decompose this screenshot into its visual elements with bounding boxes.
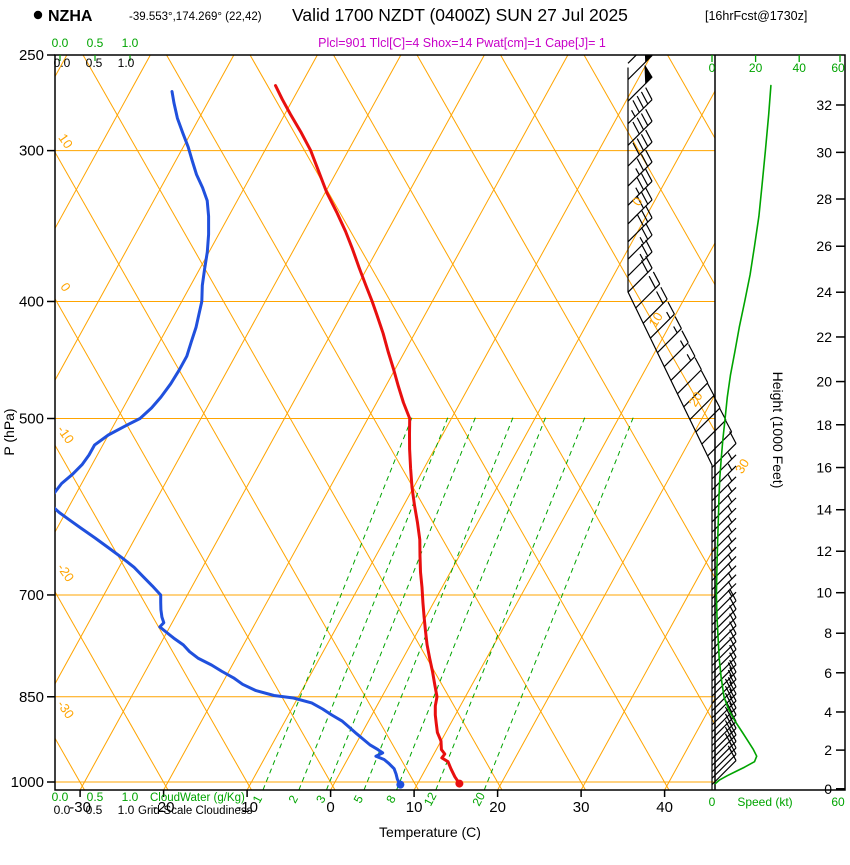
svg-text:-30: -30 xyxy=(54,697,77,721)
svg-text:250: 250 xyxy=(19,47,44,64)
svg-text:22: 22 xyxy=(816,329,832,345)
cloudiness-scale-title: Grid-Scale Cloudiness xyxy=(138,805,253,817)
svg-text:0.0: 0.0 xyxy=(52,790,69,804)
isotherms-and-adiabats xyxy=(55,55,715,790)
svg-text:20: 20 xyxy=(685,389,705,409)
svg-text:20: 20 xyxy=(749,61,763,75)
svg-text:18: 18 xyxy=(816,417,832,433)
svg-text:-10: -10 xyxy=(236,799,258,816)
svg-text:1.0: 1.0 xyxy=(118,56,135,70)
cloudwater-scale-title: CloudWater (g/Kg) xyxy=(150,792,245,804)
svg-text:40: 40 xyxy=(656,799,673,816)
svg-text:5: 5 xyxy=(351,793,367,806)
svg-text:-10: -10 xyxy=(54,422,77,446)
svg-text:0: 0 xyxy=(709,795,716,809)
svg-text:20: 20 xyxy=(816,374,832,390)
svg-text:12: 12 xyxy=(421,790,440,809)
svg-text:1.0: 1.0 xyxy=(122,790,139,804)
svg-text:24: 24 xyxy=(816,284,832,300)
svg-text:60: 60 xyxy=(831,61,845,75)
temperature-axis-title: Temperature (C) xyxy=(379,824,481,840)
svg-text:850: 850 xyxy=(19,689,44,706)
svg-text:1000: 1000 xyxy=(11,774,44,791)
skewt-grid xyxy=(55,55,715,790)
mixing-ratio-lines xyxy=(262,414,635,790)
svg-text:20: 20 xyxy=(489,799,506,816)
pressure-axis-title: P (hPa) xyxy=(1,408,17,455)
svg-text:8: 8 xyxy=(824,625,832,641)
svg-text:30: 30 xyxy=(816,144,832,160)
svg-text:1.0: 1.0 xyxy=(118,803,135,817)
svg-text:10: 10 xyxy=(645,310,665,330)
svg-text:0.0: 0.0 xyxy=(52,36,69,50)
svg-text:0.5: 0.5 xyxy=(86,56,103,70)
svg-text:10: 10 xyxy=(406,799,423,816)
svg-text:0: 0 xyxy=(57,280,73,295)
svg-text:30: 30 xyxy=(573,799,590,816)
svg-text:2: 2 xyxy=(824,742,832,758)
station-bullet-icon xyxy=(33,10,43,20)
height-axis-title: Height (1000 Feet) xyxy=(770,372,786,489)
svg-text:-30: -30 xyxy=(69,799,91,816)
speed-axis-title: Speed (kt) xyxy=(737,795,792,809)
svg-text:0.5: 0.5 xyxy=(87,790,104,804)
svg-text:26: 26 xyxy=(816,238,832,254)
svg-text:400: 400 xyxy=(19,293,44,310)
svg-text:0: 0 xyxy=(709,61,716,75)
svg-text:700: 700 xyxy=(19,587,44,604)
svg-text:8: 8 xyxy=(383,793,399,806)
svg-text:300: 300 xyxy=(19,143,44,160)
svg-text:10: 10 xyxy=(55,131,76,151)
svg-text:14: 14 xyxy=(816,502,832,518)
surface-temperature-dot xyxy=(455,779,464,788)
stability-params-line: Plcl=901 Tlcl[C]=4 Shox=14 Pwat[cm]=1 Ca… xyxy=(318,36,606,50)
forecast-hour-label: [16hrFcst@1730z] xyxy=(705,9,807,23)
svg-text:16: 16 xyxy=(816,460,832,476)
station-coordinates: -39.553°,174.269° (22,42) xyxy=(129,11,262,23)
wind-panel xyxy=(627,55,772,790)
svg-text:4: 4 xyxy=(824,704,832,720)
svg-text:-20: -20 xyxy=(153,799,175,816)
svg-text:60: 60 xyxy=(831,795,845,809)
svg-text:0: 0 xyxy=(326,799,334,816)
sounding-profiles xyxy=(55,84,464,789)
svg-text:28: 28 xyxy=(816,191,832,207)
svg-text:500: 500 xyxy=(19,411,44,428)
svg-text:30: 30 xyxy=(732,456,752,476)
svg-text:40: 40 xyxy=(793,61,807,75)
svg-text:-20: -20 xyxy=(54,561,77,585)
svg-text:0.5: 0.5 xyxy=(86,803,103,817)
svg-text:12: 12 xyxy=(816,543,832,559)
svg-text:10: 10 xyxy=(816,585,832,601)
valid-time-title: Valid 1700 NZDT (0400Z) SUN 27 Jul 2025 xyxy=(292,5,628,25)
svg-text:20: 20 xyxy=(469,790,488,809)
surface-dewpoint-dot xyxy=(396,780,405,789)
svg-text:0.0: 0.0 xyxy=(54,803,71,817)
svg-text:32: 32 xyxy=(816,97,832,113)
svg-text:6: 6 xyxy=(824,665,832,681)
station-id: NZHA xyxy=(48,8,93,25)
svg-text:2: 2 xyxy=(286,793,302,806)
svg-text:0: 0 xyxy=(824,781,832,797)
svg-text:1.0: 1.0 xyxy=(122,36,139,50)
svg-text:0.0: 0.0 xyxy=(54,56,71,70)
plot-frame xyxy=(54,54,846,791)
svg-text:0.5: 0.5 xyxy=(87,36,104,50)
